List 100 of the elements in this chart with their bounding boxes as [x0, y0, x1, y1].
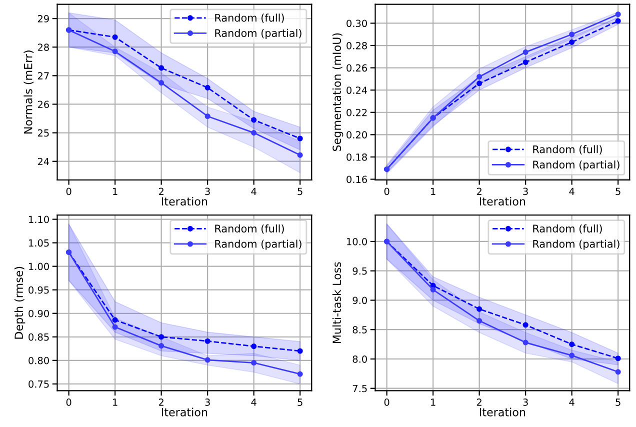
y-axis-title: Multi-task Loss — [332, 262, 342, 344]
y-tick-label: 10.0 — [347, 238, 367, 246]
legend-label: Random (partial) — [215, 28, 302, 40]
x-tick-label: 1 — [113, 398, 118, 406]
y-tick-label: 1.05 — [29, 239, 49, 247]
point — [204, 113, 210, 120]
y-tick-label: 0.18 — [346, 153, 367, 161]
point — [112, 324, 118, 330]
point — [476, 318, 482, 324]
point — [251, 130, 257, 136]
x-tick-label: 3 — [523, 188, 528, 196]
x-axis-title: Iteration — [162, 408, 208, 416]
x-tick-label: 3 — [523, 398, 528, 406]
point — [430, 286, 436, 292]
y-tick-label: 25 — [38, 129, 49, 137]
x-tick-label: 4 — [251, 188, 256, 195]
y-tick-label: 0.20 — [346, 131, 367, 139]
legend-label: Random (partial) — [533, 160, 620, 171]
point — [615, 356, 621, 362]
x-tick-label: 3 — [205, 188, 210, 196]
point — [112, 48, 118, 54]
legend-label: Random (full) — [215, 224, 284, 234]
point — [522, 49, 528, 55]
y-tick-label: 0.90 — [28, 310, 49, 318]
point — [569, 342, 575, 348]
point — [569, 39, 575, 45]
x-tick-label: 1 — [431, 398, 436, 406]
point — [204, 338, 210, 344]
x-tick-label: 5 — [616, 398, 620, 406]
y-tick-label: 0.80 — [28, 356, 49, 364]
y-tick-label: 1.00 — [29, 262, 49, 270]
x-tick-label: 0 — [66, 398, 72, 406]
point — [112, 317, 118, 323]
point — [251, 360, 257, 366]
y-tick-label: 1.10 — [29, 216, 49, 224]
y-tick-label: 0.28 — [346, 42, 367, 50]
y-tick-label: 0.24 — [346, 86, 368, 94]
point — [204, 357, 210, 363]
y-tick-label: 0.85 — [28, 333, 49, 341]
y-tick-label: 28 — [38, 44, 49, 51]
x-tick-label: 0 — [384, 188, 390, 196]
point — [251, 117, 257, 123]
point — [251, 344, 257, 350]
y-tick-label: 0.30 — [346, 20, 367, 28]
point — [158, 343, 164, 349]
x-tick-label: 2 — [158, 398, 164, 406]
x-tick-label: 2 — [158, 188, 164, 195]
point — [476, 80, 482, 86]
point — [522, 322, 528, 328]
y-tick-label: 0.75 — [28, 380, 49, 388]
x-tick-label: 1 — [431, 188, 436, 195]
x-tick-label: 4 — [569, 188, 574, 195]
legend-label: Random (partial) — [533, 240, 620, 250]
y-tick-label: 7.5 — [352, 384, 367, 392]
y-tick-label: 26 — [38, 100, 49, 108]
legend-label: Random (full) — [215, 14, 284, 23]
legend-label: Random (full) — [533, 224, 602, 234]
x-tick-label: 2 — [476, 188, 482, 195]
point — [297, 152, 303, 158]
x-tick-label: 5 — [298, 188, 302, 196]
y-tick-label: 0.16 — [346, 176, 367, 184]
point — [158, 334, 164, 340]
x-axis-title: Iteration — [480, 196, 526, 206]
point — [297, 136, 303, 142]
point — [476, 74, 482, 80]
y-axis-title: Normals (mErr) — [24, 50, 34, 134]
y-tick-label: 8.5 — [352, 326, 367, 334]
y-tick-label: 0.95 — [28, 286, 49, 294]
point — [112, 34, 118, 40]
y-tick-label: 24 — [38, 158, 50, 166]
x-tick-label: 1 — [113, 188, 118, 195]
point — [297, 348, 303, 354]
x-tick-label: 5 — [616, 188, 620, 196]
point — [476, 306, 482, 312]
legend-label: Random (partial) — [215, 240, 302, 250]
y-tick-label: 9.0 — [352, 296, 367, 304]
x-tick-label: 4 — [251, 398, 256, 406]
y-tick-label: 27 — [38, 72, 49, 80]
x-axis-title: Iteration — [162, 196, 208, 206]
y-tick-label: 0.22 — [346, 108, 367, 116]
point — [158, 65, 164, 71]
x-tick-label: 4 — [569, 398, 574, 406]
x-tick-label: 0 — [66, 188, 72, 196]
y-tick-label: 8.0 — [352, 355, 367, 363]
y-tick-label: 29 — [38, 15, 49, 22]
point — [158, 80, 164, 86]
x-axis-title: Iteration — [480, 408, 526, 416]
x-tick-label: 0 — [384, 398, 390, 406]
point — [204, 84, 210, 90]
point — [615, 12, 621, 18]
x-tick-label: 2 — [476, 398, 482, 406]
point — [522, 59, 528, 66]
y-tick-label: 9.5 — [352, 267, 367, 275]
y-axis-title: Segmentation (mIoU) — [332, 33, 344, 152]
x-tick-label: 5 — [298, 398, 302, 406]
y-axis-title: Depth (rmse) — [14, 266, 26, 339]
y-tick-label: 0.26 — [346, 64, 367, 72]
point — [569, 32, 575, 38]
point — [569, 352, 575, 358]
point — [297, 371, 303, 377]
